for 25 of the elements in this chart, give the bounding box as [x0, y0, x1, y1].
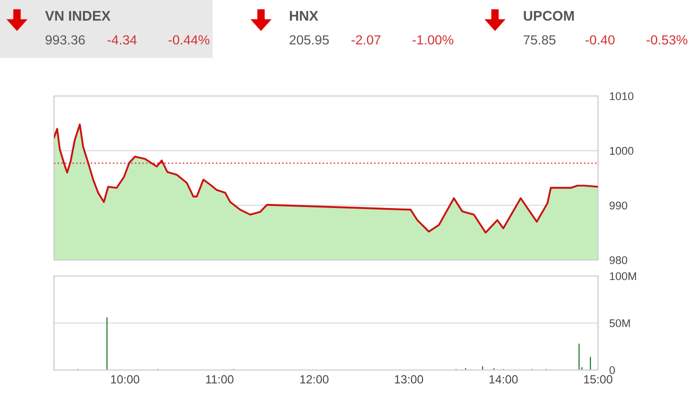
text: -0.53% [646, 35, 688, 45]
y-tick-label: 50M [610, 319, 630, 328]
x-tick-label: 12:00 [300, 375, 328, 384]
x-tick-label: 13:00 [394, 375, 424, 384]
text: VN INDEX [45, 11, 110, 21]
y-tick-label: 990 [610, 202, 628, 210]
y-tick-label: 980 [610, 256, 628, 264]
text: 205.95 [290, 35, 329, 45]
text: -0.44% [168, 35, 210, 45]
x-tick-label: 10:00 [111, 375, 140, 384]
text: -4.34 [108, 35, 137, 45]
y-tick-label: 100M [610, 272, 636, 280]
text: -0.40 [586, 35, 615, 45]
y-tick-label: 0 [610, 366, 615, 374]
text: HNX [290, 11, 318, 21]
y-tick-label: 1000 [610, 146, 634, 155]
text: 75.85 [524, 35, 556, 45]
y-tick-label: 1010 [610, 92, 634, 100]
x-tick-label: 11:00 [206, 375, 234, 384]
text: -1.00% [412, 35, 454, 45]
x-tick-label: 14:00 [490, 375, 518, 384]
text: UPCOM [524, 10, 574, 21]
x-tick-label: 15:00 [584, 375, 612, 384]
text: -2.07 [352, 35, 380, 45]
text: 993.36 [46, 35, 85, 45]
